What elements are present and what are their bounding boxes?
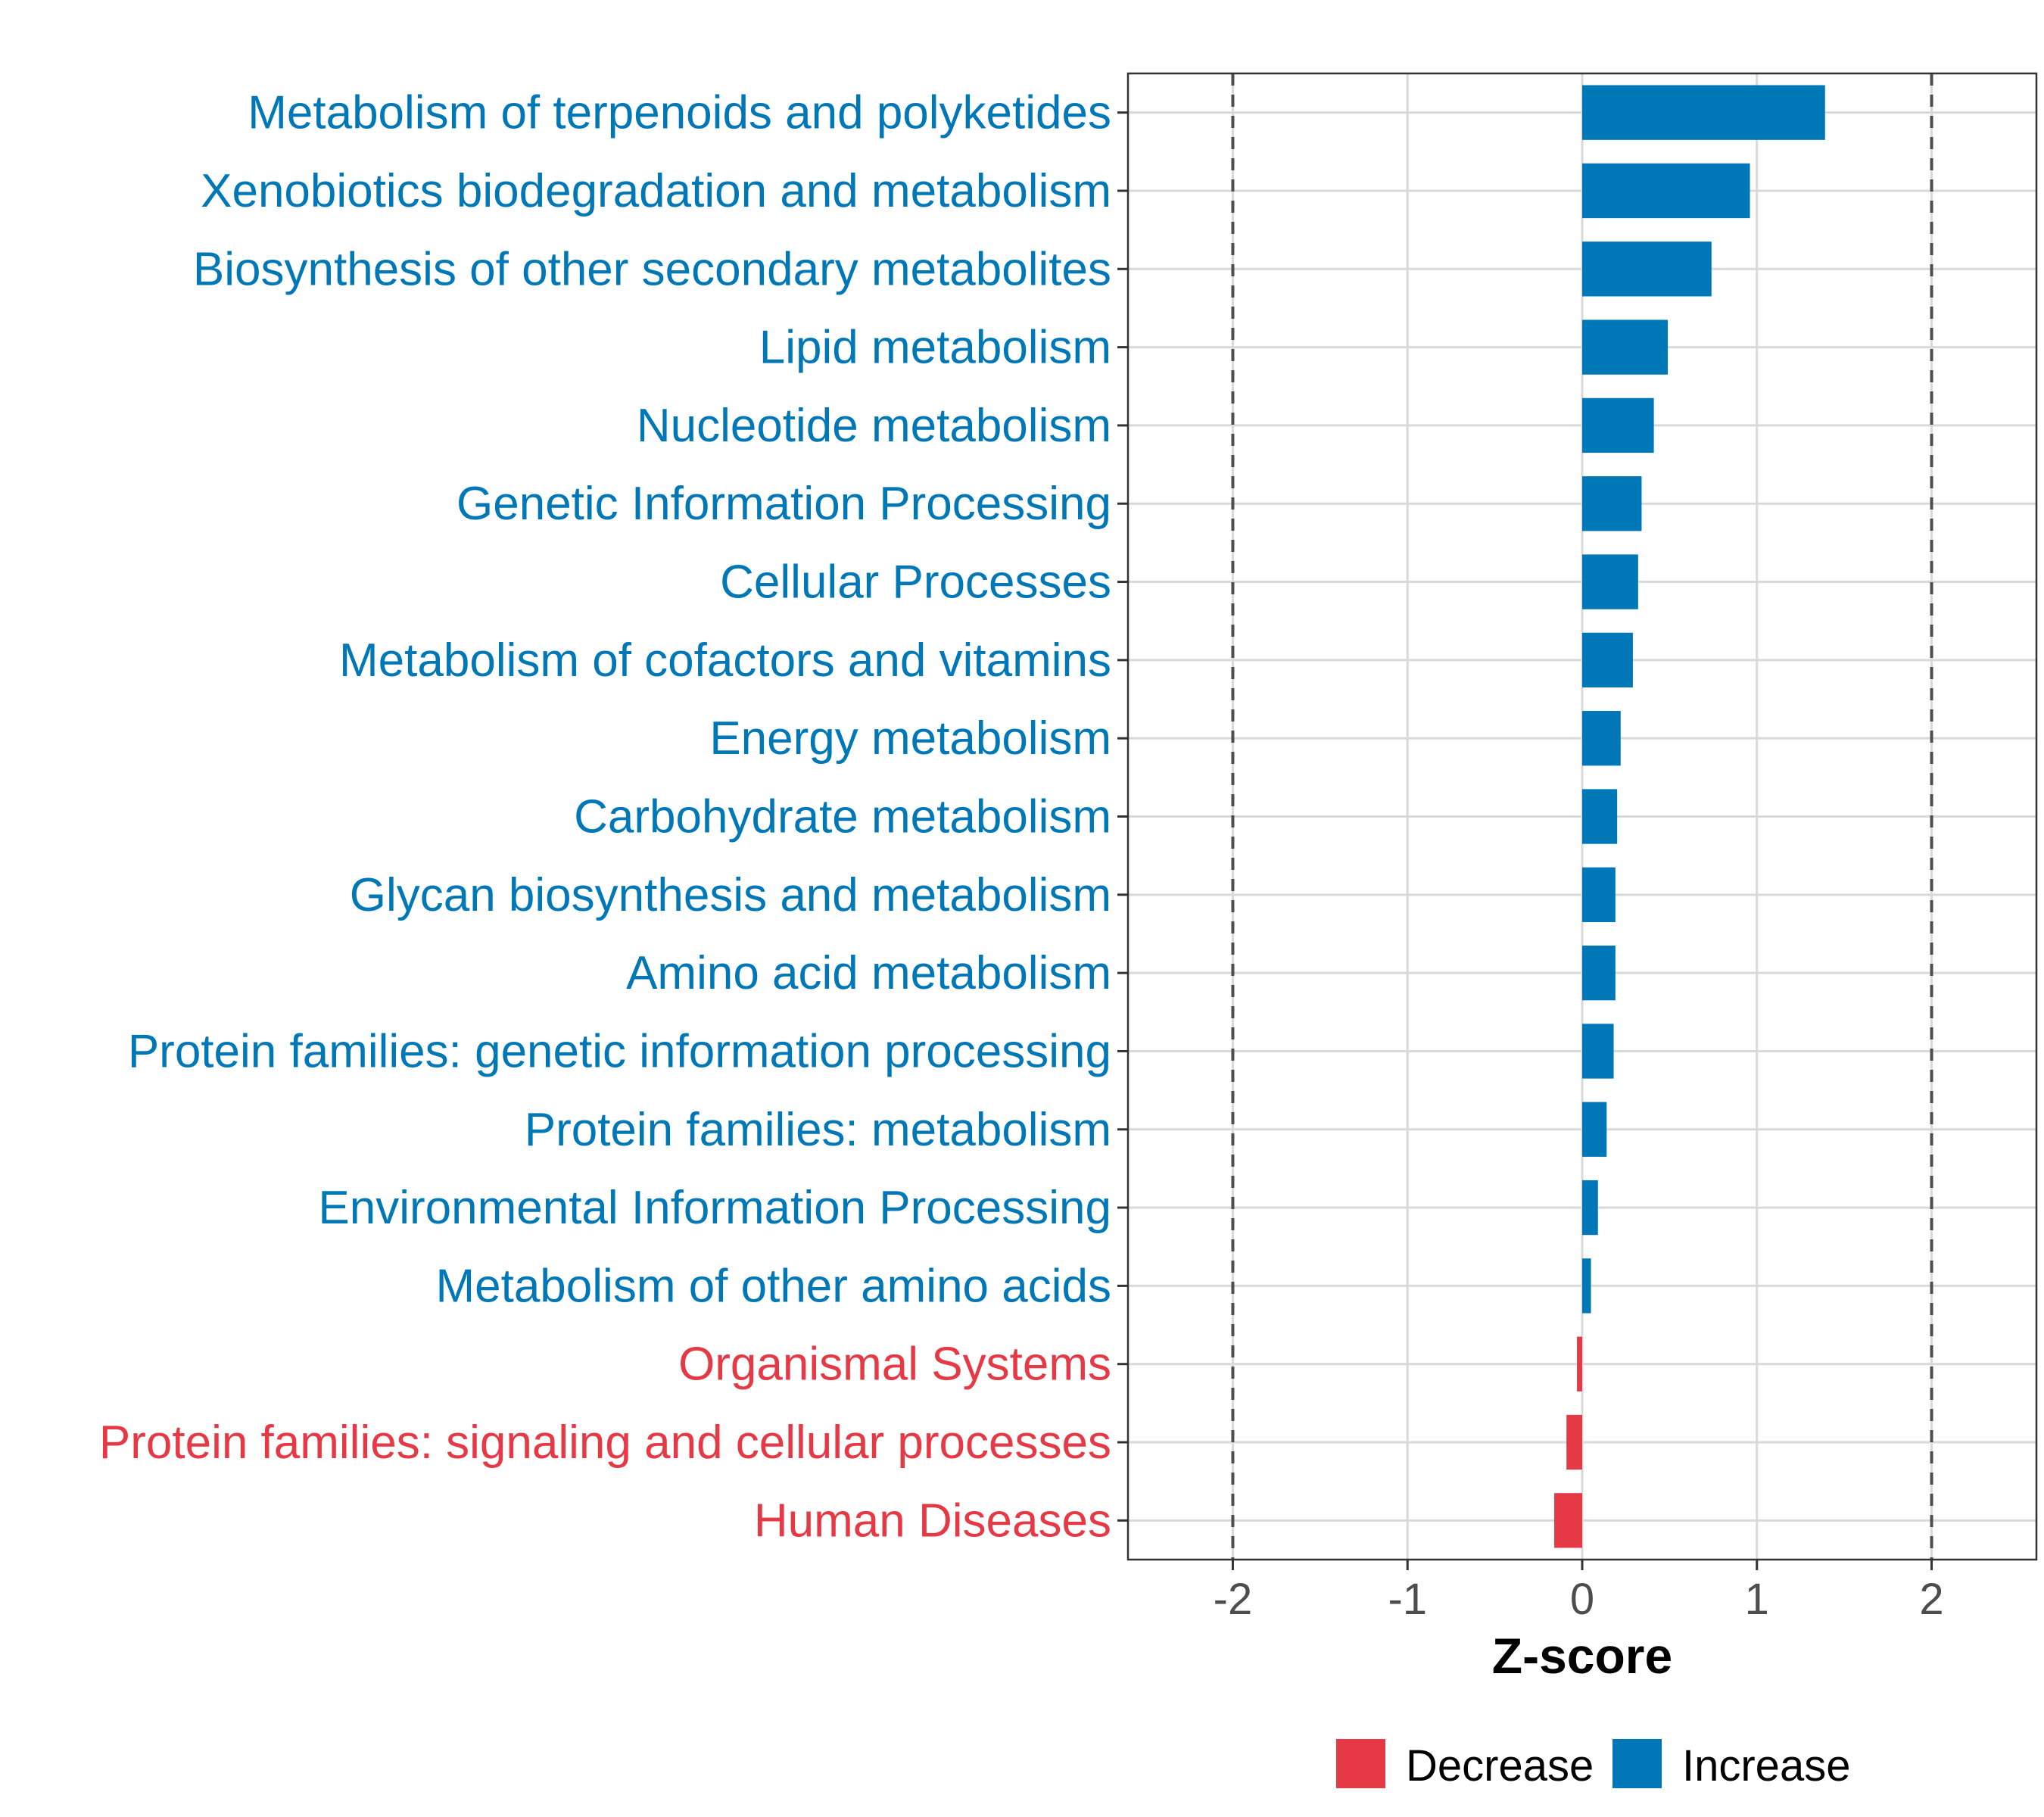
- category-label: Biosynthesis of other secondary metaboli…: [193, 243, 1111, 295]
- bar: [1582, 789, 1618, 844]
- x-tick-label: -2: [1214, 1575, 1253, 1624]
- x-tick-label: -1: [1388, 1575, 1427, 1624]
- legend-label-decrease: Decrease: [1406, 1741, 1594, 1791]
- bar: [1582, 1258, 1591, 1314]
- bar: [1582, 163, 1750, 219]
- category-label: Metabolism of other amino acids: [435, 1260, 1111, 1312]
- bar: [1582, 711, 1621, 766]
- category-label: Energy metabolism: [709, 712, 1111, 765]
- reference-lines: [1231, 73, 1933, 1560]
- bar: [1554, 1493, 1582, 1548]
- bar: [1582, 476, 1642, 531]
- legend-swatch-decrease: [1336, 1739, 1385, 1788]
- bar: [1582, 1024, 1614, 1079]
- x-tick-label: 2: [1919, 1575, 1943, 1624]
- bar: [1566, 1414, 1582, 1470]
- bar: [1582, 397, 1654, 453]
- x-axis-ticks: -2 -1 0 1 2: [1214, 1560, 1944, 1624]
- bar: [1577, 1336, 1582, 1392]
- bar: [1582, 242, 1712, 297]
- y-axis-ticks: [1117, 111, 1128, 1522]
- category-label: Environmental Information Processing: [318, 1182, 1111, 1234]
- bars: [1554, 85, 1825, 1548]
- category-label: Cellular Processes: [720, 556, 1111, 609]
- category-label: Amino acid metabolism: [626, 947, 1111, 999]
- category-label: Glycan biosynthesis and metabolism: [350, 869, 1111, 921]
- bar: [1582, 1102, 1607, 1157]
- category-label: Xenobiotics biodegradation and metabolis…: [201, 165, 1111, 217]
- bar: [1582, 554, 1638, 609]
- category-label: Human Diseases: [754, 1494, 1111, 1547]
- bar: [1582, 1180, 1598, 1236]
- category-label: Protein families: genetic information pr…: [128, 1025, 1111, 1077]
- bar: [1582, 867, 1616, 922]
- x-tick-label: 1: [1745, 1575, 1769, 1624]
- category-label: Carbohydrate metabolism: [574, 791, 1111, 843]
- category-label: Lipid metabolism: [759, 322, 1111, 374]
- category-label: Protein families: signaling and cellular…: [99, 1417, 1111, 1469]
- x-tick-label: 0: [1570, 1575, 1594, 1624]
- category-labels: Metabolism of terpenoids and polyketides…: [99, 87, 1111, 1547]
- bar: [1582, 319, 1669, 375]
- category-label: Organismal Systems: [678, 1339, 1111, 1391]
- bar: [1582, 945, 1616, 1001]
- legend-swatch-increase: [1612, 1739, 1662, 1788]
- category-label: Nucleotide metabolism: [637, 400, 1111, 452]
- category-label: Protein families: metabolism: [525, 1104, 1111, 1156]
- category-label: Metabolism of cofactors and vitamins: [339, 634, 1111, 687]
- bar: [1582, 85, 1825, 140]
- bar: [1582, 632, 1633, 688]
- x-axis-title: Z-score: [1492, 1628, 1672, 1684]
- legend: Decrease Increase: [1336, 1739, 1850, 1791]
- category-label: Genetic Information Processing: [456, 478, 1111, 530]
- legend-label-increase: Increase: [1682, 1741, 1850, 1791]
- category-label: Metabolism of terpenoids and polyketides: [248, 87, 1111, 139]
